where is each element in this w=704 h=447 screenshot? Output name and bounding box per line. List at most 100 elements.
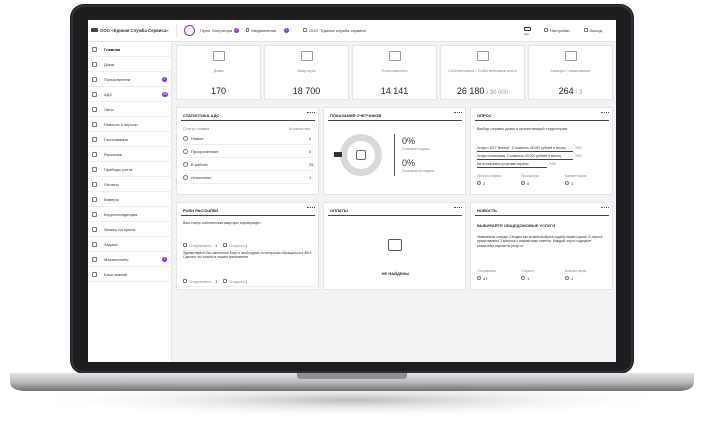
title-underline bbox=[181, 120, 315, 121]
icon bbox=[92, 197, 97, 202]
more-button[interactable] bbox=[601, 112, 609, 116]
poll-stat: 0 bbox=[527, 181, 530, 186]
news-stat-label: Открыто bbox=[521, 269, 535, 273]
icon bbox=[92, 122, 97, 127]
icon bbox=[92, 182, 97, 187]
menu-item[interactable]: Маркетплейс 1 bbox=[88, 252, 172, 267]
icon bbox=[92, 107, 97, 112]
stat-value-row: 26 180/ 30 000 bbox=[441, 81, 524, 96]
stat-value-row: 14 141 bbox=[353, 81, 436, 96]
stat-value: 26 180 bbox=[456, 86, 485, 96]
panel: Оплаты Не найдены bbox=[323, 202, 466, 290]
menu-label: Камеры bbox=[104, 197, 119, 202]
title-underline bbox=[328, 120, 462, 121]
icon bbox=[92, 77, 97, 82]
stat-value: 18 700 bbox=[292, 86, 321, 96]
menu-item[interactable]: Приборы учета bbox=[88, 162, 172, 177]
stat-card[interactable]: Дома 170 bbox=[176, 45, 261, 100]
menu-label: Дома bbox=[104, 62, 114, 67]
poll-stat-icon bbox=[565, 181, 569, 185]
stat-value-row: 170 bbox=[177, 81, 260, 96]
menu-label: Главная bbox=[104, 47, 121, 52]
menu-item[interactable]: Дома bbox=[88, 57, 172, 72]
pct: 0% bbox=[402, 158, 416, 168]
chat[interactable]: Чат bbox=[524, 32, 529, 36]
panel-title: Опрос bbox=[477, 113, 492, 118]
notifications[interactable]: Уведомления bbox=[251, 28, 277, 33]
separator bbox=[183, 250, 315, 251]
pct: 0% bbox=[402, 136, 416, 146]
stat-label: Дома bbox=[213, 68, 224, 73]
icon bbox=[524, 27, 531, 31]
icon bbox=[92, 92, 97, 97]
menu-item[interactable]: Запись на прием bbox=[88, 222, 172, 237]
avatar bbox=[184, 25, 195, 36]
panel-title: Push рассылки bbox=[183, 208, 219, 213]
news-stat-label: Отправлено bbox=[477, 269, 497, 273]
menu-label: Корреспонденция bbox=[104, 212, 138, 217]
push-stat: 1 bbox=[245, 243, 248, 248]
push-text: Ваш статус собственника квартиры подтвер… bbox=[183, 221, 261, 225]
menu-item[interactable]: База знаний bbox=[88, 267, 172, 282]
news-stat-icon bbox=[565, 276, 569, 280]
menu-label: Приборы учета bbox=[104, 167, 133, 172]
stat-value: 14 141 bbox=[380, 86, 409, 96]
icon bbox=[544, 28, 548, 32]
empty-text: Не найдены bbox=[381, 271, 410, 276]
icon bbox=[477, 51, 489, 61]
menu-item[interactable]: АДС 26 bbox=[88, 87, 172, 102]
icon bbox=[92, 62, 97, 67]
menu-label: АДС bbox=[104, 92, 113, 97]
more-button[interactable] bbox=[307, 112, 315, 116]
operator[interactable]: Пульт Оператора bbox=[200, 28, 233, 33]
stat-card[interactable]: Пользователи 14 141 bbox=[352, 45, 437, 100]
menu-item[interactable]: Новости и опросы bbox=[88, 117, 172, 132]
menu-label: Рассылки bbox=[104, 152, 122, 157]
logout[interactable]: Выход bbox=[590, 28, 602, 33]
stat-value: 264 bbox=[558, 86, 574, 96]
icon bbox=[565, 51, 577, 61]
menu-item[interactable]: Оплаты bbox=[88, 177, 172, 192]
stat-card[interactable]: Камеры / неактивные 264/ 3 bbox=[528, 45, 613, 100]
menu-item[interactable]: Задачи bbox=[88, 237, 172, 252]
poll-question: Выбор охраны дома и прилегающей территор… bbox=[477, 126, 568, 131]
menu-item[interactable]: Рассылки bbox=[88, 147, 172, 162]
status-label: В работе bbox=[191, 162, 208, 167]
menu-item[interactable]: Корреспонденция bbox=[88, 207, 172, 222]
panel-title: Оплаты bbox=[330, 208, 348, 213]
stat-card[interactable]: Собственники / Собственников всего 26 180… bbox=[440, 45, 525, 100]
more-button[interactable] bbox=[307, 207, 315, 211]
more-button[interactable] bbox=[601, 207, 609, 211]
menu-item[interactable]: Главная bbox=[88, 42, 172, 57]
poll-option: Услуги консьержа. Стоимость 20 000 рубле… bbox=[477, 154, 561, 158]
menu-item[interactable]: Пользователи 1 bbox=[88, 72, 172, 87]
status-icon bbox=[183, 136, 188, 141]
row-line bbox=[183, 144, 313, 145]
icon bbox=[246, 28, 249, 32]
icon bbox=[92, 137, 97, 142]
icon bbox=[213, 51, 225, 61]
menu-item[interactable]: Камеры bbox=[88, 192, 172, 207]
stat-card[interactable]: Квартиры 18 700 bbox=[264, 45, 349, 100]
menu-label: Запись на прием bbox=[104, 227, 136, 232]
status-count: 0 bbox=[309, 136, 312, 141]
menu-item[interactable]: Голосования bbox=[88, 132, 172, 147]
company-select[interactable]: ООО "Единая служба сервиса" bbox=[309, 28, 367, 33]
meter-icon bbox=[356, 150, 366, 160]
more-button[interactable] bbox=[454, 112, 462, 116]
status-label: Просроченные bbox=[191, 149, 219, 154]
menu-label: Пользователи bbox=[104, 77, 131, 82]
more-button[interactable] bbox=[454, 207, 462, 211]
title-underline bbox=[181, 215, 315, 216]
icon bbox=[92, 167, 97, 172]
icon bbox=[92, 227, 97, 232]
status-icon bbox=[183, 175, 188, 180]
menu-item[interactable]: Чаты bbox=[88, 102, 172, 117]
row-line bbox=[183, 170, 313, 171]
icon bbox=[92, 152, 97, 157]
push-stat-label: Открыто bbox=[229, 279, 245, 284]
title-underline bbox=[475, 120, 609, 121]
menu-badge: 26 bbox=[162, 92, 168, 97]
poll-stat: 1 bbox=[571, 181, 574, 186]
settings[interactable]: Настройки bbox=[550, 28, 570, 33]
